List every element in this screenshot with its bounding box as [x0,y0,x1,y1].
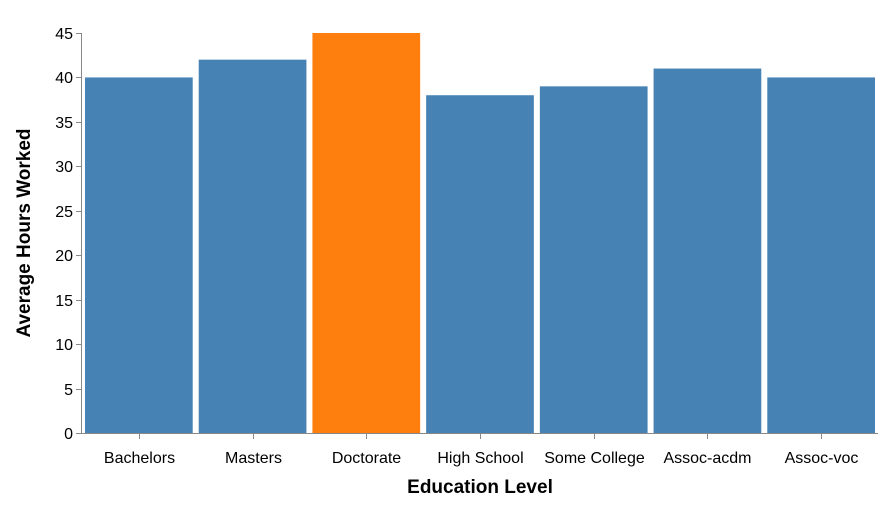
y-tick-label: 0 [64,426,73,443]
bar-assoc-voc [767,77,875,433]
y-tick-label: 45 [55,26,73,43]
bar-doctorate [312,33,421,433]
y-tick-label: 40 [55,70,73,87]
y-tick-label: 15 [55,293,73,310]
bars [85,33,875,434]
x-tick-label: High School [437,450,523,467]
y-tick-label: 5 [64,382,73,399]
x-tick-label: Assoc-acdm [663,450,751,467]
y-axis-title: Average Hours Worked [14,128,35,337]
x-tick-label: Assoc-voc [785,450,859,467]
y-tick-label: 20 [55,248,73,265]
x-tick-label: Masters [225,450,282,467]
x-tick-label: Some College [544,450,645,467]
x-axis: Bachelors Masters Doctorate High School Some… [82,433,878,467]
bar-assoc-acdm [653,68,762,434]
y-tick-label: 10 [55,337,73,354]
y-tick-label: 30 [55,159,73,176]
y-axis: 0 5 10 15 20 25 30 35 40 45 [55,26,82,443]
y-tick-label: 35 [55,115,73,132]
x-axis-title: Education Level [407,477,553,498]
x-tick-label: Doctorate [332,450,401,467]
bar-high-school [426,95,534,433]
y-tick-label: 25 [55,204,73,221]
bar-bachelors [85,77,193,433]
bar-some-college [539,86,648,433]
bar-masters [198,59,307,434]
x-tick-label: Bachelors [104,450,175,467]
